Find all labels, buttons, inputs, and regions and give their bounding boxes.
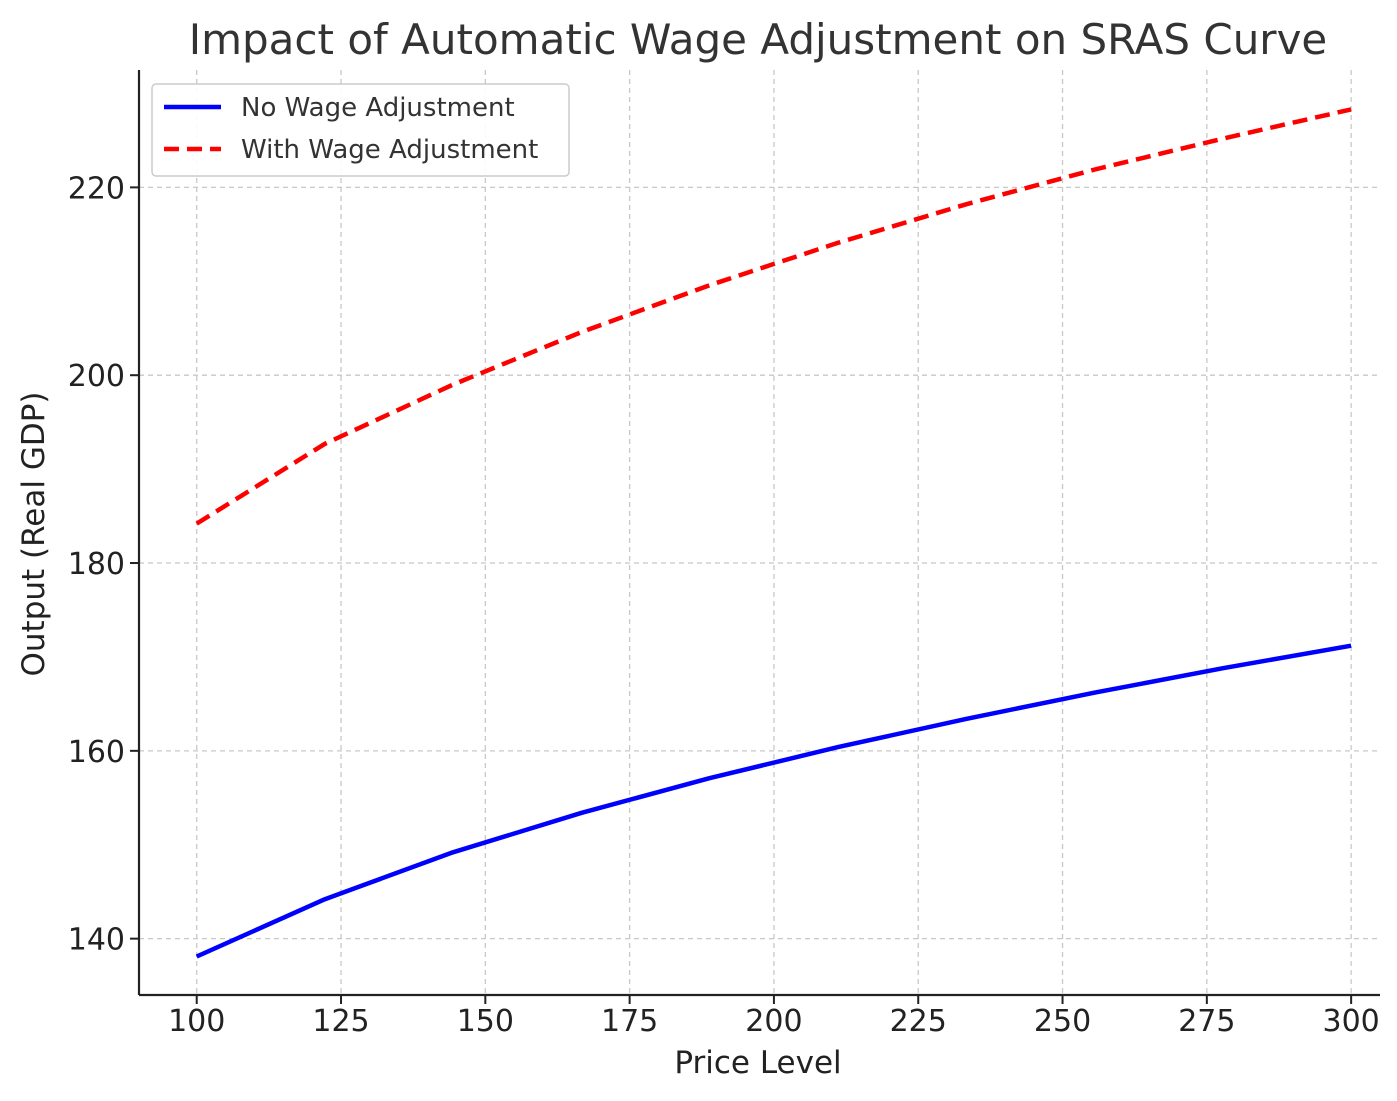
y-tick-label: 180 bbox=[68, 547, 125, 582]
x-tick-label: 225 bbox=[890, 1004, 947, 1039]
axes bbox=[137, 70, 1380, 997]
x-ticks: 100 125 150 175 200 225 250 275 300 bbox=[168, 995, 1380, 1039]
y-tick-label: 160 bbox=[68, 735, 125, 770]
x-tick-label: 200 bbox=[745, 1004, 802, 1039]
x-tick-label: 275 bbox=[1178, 1004, 1235, 1039]
grid bbox=[139, 70, 1380, 995]
x-tick-label: 250 bbox=[1034, 1004, 1091, 1039]
y-axis-label: Output (Real GDP) bbox=[16, 392, 52, 677]
chart-title: Impact of Automatic Wage Adjustment on S… bbox=[189, 15, 1328, 64]
legend-label-no-wage-adjustment: No Wage Adjustment bbox=[241, 93, 515, 123]
legend: No Wage Adjustment With Wage Adjustment bbox=[151, 83, 570, 177]
x-tick-label: 150 bbox=[457, 1004, 514, 1039]
y-tick-label: 220 bbox=[68, 171, 125, 206]
series-line-no-wage-adjustment bbox=[195, 643, 1352, 959]
x-tick-label: 100 bbox=[168, 1004, 225, 1039]
series-lines bbox=[195, 107, 1352, 959]
series-line-with-wage-adjustment bbox=[195, 107, 1352, 526]
y-ticks: 140 160 180 200 220 bbox=[68, 171, 139, 958]
y-tick-label: 200 bbox=[68, 359, 125, 394]
y-tick-label: 140 bbox=[68, 923, 125, 958]
legend-box bbox=[151, 83, 570, 177]
legend-label-with-wage-adjustment: With Wage Adjustment bbox=[241, 135, 538, 165]
x-tick-label: 300 bbox=[1323, 1004, 1380, 1039]
x-tick-label: 175 bbox=[601, 1004, 658, 1039]
x-axis-label: Price Level bbox=[674, 1045, 841, 1081]
x-tick-label: 125 bbox=[312, 1004, 369, 1039]
